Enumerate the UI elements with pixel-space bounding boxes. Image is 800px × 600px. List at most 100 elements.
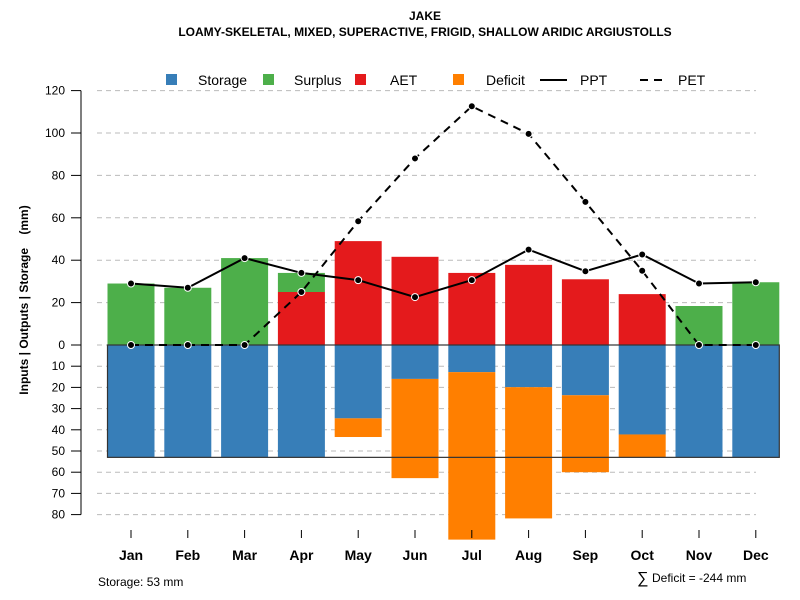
- pet-point: [297, 288, 306, 296]
- legend-swatch: [263, 74, 274, 85]
- ppt-point: [183, 283, 192, 292]
- sum-symbol-icon: ∑: [637, 570, 648, 587]
- y-tick-label: 60: [52, 211, 66, 225]
- bar-deficit: [505, 387, 553, 519]
- deficit-sum-annotation: Deficit = -244 mm: [652, 571, 746, 585]
- legend-swatch: [355, 74, 366, 85]
- bar-storage: [107, 345, 155, 458]
- pet-point: [638, 266, 647, 275]
- legend-item-surplus: Surplus: [263, 72, 341, 88]
- y-tick-label: 100: [45, 126, 65, 140]
- x-tick-label: Jun: [403, 547, 428, 563]
- y-tick-label: 20: [52, 296, 66, 310]
- x-tick-label: Feb: [175, 547, 200, 563]
- legend-swatch: [166, 74, 177, 85]
- x-tick-label: Jul: [462, 547, 482, 563]
- x-tick-label: Nov: [686, 547, 713, 563]
- bar-storage: [561, 345, 609, 396]
- chart-subtitle: LOAMY-SKELETAL, MIXED, SUPERACTIVE, FRIG…: [178, 25, 671, 39]
- y-axis-label: Inputs | Outputs | Storage (mm): [17, 205, 31, 394]
- pet-point: [183, 341, 192, 349]
- y-tick-label: 30: [52, 402, 66, 416]
- ppt-point: [411, 293, 419, 302]
- legend-label: Deficit: [486, 72, 525, 88]
- bar-aet: [618, 294, 666, 345]
- x-tick-label: Oct: [631, 547, 655, 563]
- ppt-point: [638, 250, 647, 259]
- legend-label: Surplus: [294, 72, 341, 88]
- x-tick-label: Sep: [573, 547, 599, 563]
- bar-storage: [164, 345, 212, 458]
- bar-surplus: [107, 283, 155, 345]
- bar-storage: [675, 345, 723, 458]
- pet-point: [695, 341, 703, 349]
- ppt-point: [354, 276, 363, 285]
- bar-storage: [334, 345, 382, 419]
- legend-swatch: [453, 74, 464, 85]
- pet-point: [581, 197, 590, 206]
- y-tick-label: 60: [52, 465, 66, 479]
- ppt-point: [581, 267, 590, 276]
- legend-item-aet: AET: [355, 72, 418, 88]
- x-tick-label: Aug: [515, 547, 542, 563]
- storage-capacity-box: [106, 344, 780, 458]
- bar-storage: [391, 345, 439, 379]
- bar-surplus: [164, 287, 212, 345]
- y-tick-label: 0: [58, 338, 65, 352]
- storage-capacity-outline: [106, 344, 780, 458]
- ppt-point: [297, 268, 306, 277]
- legend-label: PPT: [580, 72, 608, 88]
- x-tick-label: Apr: [289, 547, 314, 563]
- x-tick-label: Mar: [232, 547, 257, 563]
- bar-storage: [277, 345, 325, 458]
- legend-label: Storage: [198, 72, 247, 88]
- bar-surplus: [675, 305, 723, 345]
- pet-point: [354, 217, 363, 226]
- ppt-point: [524, 245, 533, 254]
- bar-deficit: [448, 372, 496, 540]
- legend-item-storage: Storage: [166, 72, 247, 88]
- bar-deficit: [391, 378, 439, 479]
- ppt-line: [130, 248, 756, 299]
- legend: Storage Surplus AET Deficit PPT PET: [166, 72, 706, 88]
- pet-point: [467, 102, 476, 111]
- bar-deficit: [561, 395, 609, 473]
- legend-label: AET: [390, 72, 418, 88]
- bar-storage: [221, 345, 269, 458]
- bar-surplus: [732, 282, 780, 345]
- storage-annotation: Storage: 53 mm: [98, 575, 183, 589]
- y-tick-label: 50: [52, 444, 66, 458]
- bar-deficit: [334, 418, 382, 438]
- pet-point: [240, 341, 249, 349]
- pet-point: [127, 341, 135, 349]
- bar-aet: [505, 264, 553, 345]
- x-tick-label: May: [345, 547, 372, 563]
- y-tick-label: 70: [52, 486, 66, 500]
- pet-line: [131, 105, 756, 346]
- bar-surplus: [277, 272, 325, 292]
- chart-title: JAKE: [409, 9, 441, 23]
- x-tick-label: Jan: [119, 547, 143, 563]
- ppt-point: [751, 278, 760, 287]
- pet-point: [524, 129, 533, 138]
- bar-aet: [277, 292, 325, 345]
- pet-point: [411, 154, 419, 163]
- y-tick-label: 40: [52, 253, 66, 267]
- x-tick-label: Dec: [743, 547, 769, 563]
- bar-storage: [618, 345, 666, 435]
- y-tick-label: 20: [52, 380, 66, 394]
- y-tick-label: 120: [45, 84, 65, 98]
- bar-deficit: [618, 434, 666, 458]
- y-tick-label: 80: [52, 168, 66, 182]
- y-axis: 0 20 40 60 80 100 120 10 20 30 40 50 60 70 80: [45, 84, 82, 522]
- ppt-point: [240, 254, 249, 263]
- bar-aet: [334, 241, 382, 345]
- x-axis: Jan Feb Mar Apr May Jun Jul Aug Sep Oct Nov Dec: [119, 530, 769, 563]
- legend-item-ppt: PPT: [540, 72, 608, 88]
- bar-aet: [561, 279, 609, 345]
- y-tick-label: 10: [52, 359, 66, 373]
- pet-point: [751, 341, 760, 349]
- legend-item-pet: PET: [640, 72, 706, 88]
- legend-item-deficit: Deficit: [453, 72, 525, 88]
